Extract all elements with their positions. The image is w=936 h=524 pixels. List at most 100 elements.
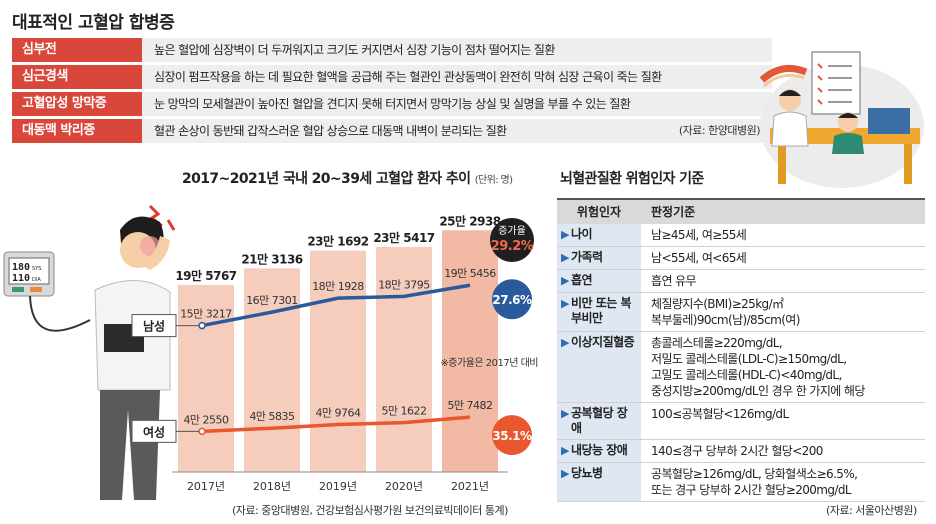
risk-row: ▶ 가족력 남<55세, 여<65세	[557, 247, 925, 270]
chevron-right-icon: ▶	[561, 274, 569, 287]
risk-table-title: 뇌혈관질환 위험인자 기준	[560, 171, 704, 187]
series-value-label: 18만 1928	[312, 280, 364, 293]
series-value-label: 4만 5835	[249, 410, 295, 423]
bp-sys-label: SYS	[32, 266, 41, 272]
bar-total	[442, 230, 498, 472]
growth-note: ※증가율은 2017년 대비	[440, 357, 538, 369]
x-tick-label: 2019년	[319, 480, 357, 493]
page-title: 대표적인 고혈압 합병증	[12, 13, 175, 33]
bar-total	[376, 247, 432, 472]
risk-factor-cell: ▶ 비만 또는 복부비만	[557, 293, 641, 331]
series-value-label: 5만 1622	[381, 405, 426, 418]
risk-header-criteria: 판정기준	[651, 205, 696, 219]
risk-criteria-cell: 체질량지수(BMI)≥25kg/㎡ 복부둘레)90cm(남)/85cm(여)	[641, 293, 925, 331]
risk-source: (자료: 서울아산병원)	[826, 504, 917, 517]
total-label: 25만 2938	[439, 213, 500, 228]
x-tick-label: 2021년	[451, 480, 489, 493]
risk-row: ▶ 이상지질혈증 총콜레스테롤≥220mg/dL, 저밀도 콜레스테롤(LDL-C)≥…	[557, 332, 925, 403]
complication-desc: 눈 망막의 모세혈관이 높아진 혈압을 견디지 못해 터지면서 망막기능 상실 …	[142, 92, 772, 116]
growth-badge-value: 27.6%	[492, 293, 532, 307]
chevron-right-icon: ▶	[561, 251, 569, 264]
risk-row: ▶ 나이 남≥45세, 여≥55세	[557, 224, 925, 247]
x-tick-label: 2017년	[187, 480, 225, 493]
risk-row: ▶ 비만 또는 복부비만 체질량지수(BMI)≥25kg/㎡ 복부둘레)90cm(남)…	[557, 293, 925, 332]
complication-name: 대동맥 박리증	[12, 119, 142, 143]
risk-criteria-line: 저밀도 콜레스테롤(LDL-C)≥150mg/dL,	[651, 352, 847, 366]
chart-title: 2017~2021년 국내 20~39세 고혈압 환자 추이 (단위: 명)	[182, 168, 513, 188]
patient-trend-chart: 19만 5767 21만 3136 23만 1692 23만 5417 25만 2938…	[131, 213, 539, 493]
risk-criteria-line: 흡연 유무	[651, 274, 697, 288]
chevron-right-icon: ▶	[561, 336, 569, 349]
series-value-label: 19만 5456	[444, 267, 496, 280]
risk-factor-label: 흡연	[570, 273, 593, 287]
bp-dia-label: DIA	[32, 277, 41, 283]
total-growth-label: 증가율	[498, 225, 526, 237]
risk-row: ▶ 당뇨병 공복혈당≥126mg/dL, 당화혈색소≥6.5%, 또는 경구 당부하 …	[557, 463, 925, 502]
bp-dia-value: 110	[12, 273, 30, 284]
chevron-right-icon: ▶	[561, 228, 569, 241]
risk-factor-label: 나이	[570, 227, 593, 241]
risk-row: ▶ 내당능 장애 140≤경구 당부하 2시간 혈당<200	[557, 440, 925, 463]
risk-table-body: ▶ 나이 남≥45세, 여≥55세 ▶ 가족력 남<55세, 여<65세 ▶ 흡연 흡연 유무 ▶…	[557, 224, 925, 502]
total-label: 21만 3136	[241, 251, 302, 266]
series-value-label: 15만 3217	[180, 308, 232, 321]
total-label: 19만 5767	[175, 268, 236, 283]
bar-total	[244, 268, 300, 472]
series-value-label: 18만 3795	[378, 278, 430, 291]
chart-unit: (단위: 명)	[474, 175, 513, 186]
chart-source: (자료: 중앙대병원, 건강보험심사평가원 보건의료빅데이터 통계)	[232, 504, 508, 517]
series-legend-label: 여성	[143, 424, 165, 439]
series-value-label: 4만 9764	[315, 406, 361, 419]
risk-factor-cell: ▶ 흡연	[557, 270, 641, 292]
risk-criteria-cell: 총콜레스테롤≥220mg/dL, 저밀도 콜레스테롤(LDL-C)≥150mg/d…	[641, 332, 925, 402]
risk-criteria-line: 100≤공복혈당<126mg/dL	[651, 407, 789, 421]
series-value-label: 5만 7482	[447, 399, 492, 412]
series-value-label: 16만 7301	[246, 294, 298, 307]
bar-total	[178, 284, 234, 472]
risk-factor-label: 가족력	[570, 250, 603, 264]
complication-row: 심근경색 심장이 펌프작용을 하는 데 필요한 혈액을 공급해 주는 혈관인 관…	[12, 65, 772, 89]
risk-factor-cell: ▶ 가족력	[557, 247, 641, 269]
risk-criteria-line: 남<55세, 여<65세	[651, 251, 747, 265]
risk-criteria-line: 중성지방≥200mg/dL인 경우 한 가지에 해당	[651, 384, 865, 398]
risk-factor-label: 비만 또는 복부비만	[570, 296, 632, 325]
complications-source: (자료: 한양대병원)	[678, 124, 761, 137]
risk-factor-cell: ▶ 이상지질혈증	[557, 332, 641, 402]
doctor-consultation-illustration	[759, 51, 924, 188]
risk-criteria-cell: 흡연 유무	[641, 270, 925, 292]
risk-criteria-cell: 남<55세, 여<65세	[641, 247, 925, 269]
chevron-right-icon: ▶	[561, 297, 569, 310]
series-value-label: 4만 2550	[183, 413, 229, 426]
series-line	[201, 283, 471, 328]
chevron-right-icon: ▶	[561, 407, 569, 420]
complication-row: 고혈압성 망막증 눈 망막의 모세혈관이 높아진 혈압을 견디지 못해 터지면서…	[12, 92, 772, 116]
series-point	[198, 427, 206, 436]
risk-factor-label: 당뇨병	[570, 466, 603, 480]
growth-badge-value: 35.1%	[492, 429, 532, 443]
total-growth-badge	[490, 218, 534, 262]
risk-factor-cell: ▶ 당뇨병	[557, 463, 641, 501]
complication-desc: 높은 혈압에 심장벽이 더 두꺼워지고 크기도 커지면서 심장 기능이 점차 떨…	[142, 38, 772, 62]
risk-factor-table: 위험인자 판정기준 ▶ 나이 남≥45세, 여≥55세 ▶ 가족력 남<55세, 여<65…	[557, 198, 925, 502]
risk-criteria-line: 고밀도 콜레스테롤(HDL-C)<40mg/dL,	[651, 368, 842, 382]
series-point	[198, 321, 206, 330]
complications-table: 심부전 높은 혈압에 심장벽이 더 두꺼워지고 크기도 커지면서 심장 기능이 …	[12, 38, 772, 146]
chevron-right-icon: ▶	[561, 467, 569, 480]
risk-criteria-cell: 공복혈당≥126mg/dL, 당화혈색소≥6.5%, 또는 경구 당부하 2시간 …	[641, 463, 925, 501]
risk-factor-cell: ▶ 공복혈당 장애	[557, 403, 641, 439]
complication-row: 심부전 높은 혈압에 심장벽이 더 두꺼워지고 크기도 커지면서 심장 기능이 …	[12, 38, 772, 62]
risk-factor-label: 이상지질혈증	[570, 335, 635, 349]
complication-name: 심근경색	[12, 65, 142, 89]
total-label: 23만 5417	[373, 230, 434, 245]
risk-row: ▶ 공복혈당 장애 100≤공복혈당<126mg/dL	[557, 403, 925, 440]
chevron-right-icon: ▶	[561, 444, 569, 457]
complication-desc: 혈관 손상이 동반돼 갑작스러운 혈압 상승으로 대동맥 내벽이 분리되는 질환	[142, 119, 772, 143]
risk-criteria-cell: 남≥45세, 여≥55세	[641, 224, 925, 246]
risk-factor-label: 공복혈당 장애	[570, 406, 628, 435]
chart-title-text: 2017~2021년 국내 20~39세 고혈압 환자 추이	[182, 171, 471, 187]
complication-name: 심부전	[12, 38, 142, 62]
growth-badge	[492, 279, 532, 320]
risk-criteria-line: 공복혈당≥126mg/dL, 당화혈색소≥6.5%,	[651, 467, 858, 481]
risk-factor-cell: ▶ 내당능 장애	[557, 440, 641, 462]
complication-row: 대동맥 박리증 혈관 손상이 동반돼 갑작스러운 혈압 상승으로 대동맥 내벽이…	[12, 119, 772, 143]
